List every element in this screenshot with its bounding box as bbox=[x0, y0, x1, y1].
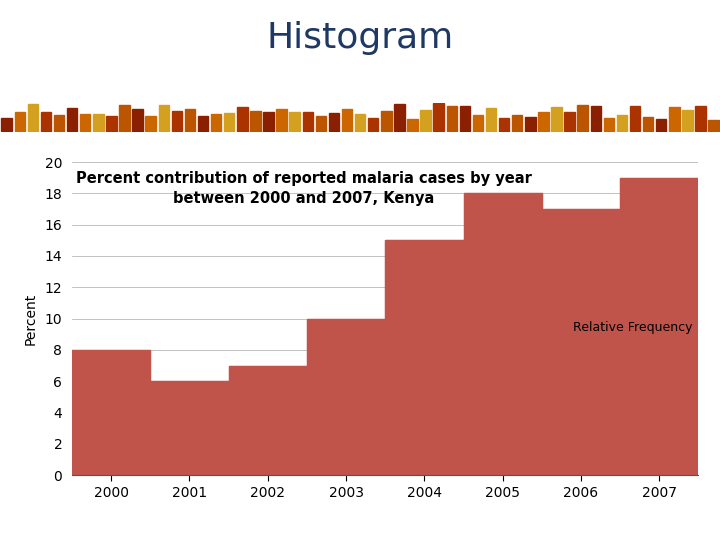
Text: Percent contribution of reported malaria cases by year
between 2000 and 2007, Ke: Percent contribution of reported malaria… bbox=[76, 171, 531, 206]
Bar bbox=[1, 118, 12, 131]
Bar bbox=[27, 104, 38, 132]
Bar bbox=[106, 116, 117, 132]
Bar bbox=[185, 109, 195, 132]
Bar bbox=[486, 107, 496, 132]
Y-axis label: Percent: Percent bbox=[24, 293, 37, 345]
Bar bbox=[433, 103, 444, 131]
Bar bbox=[329, 113, 339, 132]
Bar bbox=[302, 112, 313, 131]
Bar bbox=[682, 110, 693, 131]
Bar bbox=[54, 116, 64, 132]
Bar bbox=[459, 106, 470, 132]
Bar bbox=[538, 112, 549, 131]
Bar bbox=[342, 109, 352, 132]
Bar bbox=[643, 117, 653, 131]
Bar bbox=[14, 112, 25, 131]
Bar bbox=[120, 105, 130, 132]
Bar bbox=[696, 106, 706, 131]
Bar bbox=[446, 106, 457, 132]
Bar bbox=[211, 113, 221, 132]
Bar bbox=[289, 112, 300, 131]
Bar bbox=[394, 104, 405, 131]
Bar bbox=[368, 118, 379, 131]
Bar bbox=[577, 105, 588, 131]
Bar bbox=[525, 117, 536, 132]
Polygon shape bbox=[72, 178, 698, 475]
Bar bbox=[80, 114, 91, 132]
Bar bbox=[224, 113, 235, 131]
Bar bbox=[355, 113, 365, 132]
Bar bbox=[499, 118, 509, 132]
Bar bbox=[67, 108, 77, 131]
Bar bbox=[276, 109, 287, 132]
Bar bbox=[603, 118, 614, 131]
Bar bbox=[171, 111, 182, 131]
Bar bbox=[564, 112, 575, 131]
Bar bbox=[408, 119, 418, 132]
Bar bbox=[590, 106, 601, 131]
Bar bbox=[264, 112, 274, 132]
Text: Histogram: Histogram bbox=[266, 21, 454, 55]
Bar bbox=[669, 106, 680, 132]
Bar bbox=[381, 111, 392, 131]
Bar bbox=[617, 115, 627, 132]
Bar bbox=[473, 114, 483, 132]
Bar bbox=[315, 117, 326, 131]
Bar bbox=[158, 105, 169, 132]
Bar bbox=[132, 109, 143, 131]
Bar bbox=[630, 106, 640, 131]
Bar bbox=[237, 107, 248, 132]
Bar bbox=[198, 116, 208, 132]
Bar bbox=[708, 120, 719, 132]
Bar bbox=[250, 111, 261, 132]
Bar bbox=[552, 106, 562, 132]
Bar bbox=[93, 114, 104, 131]
Bar bbox=[420, 110, 431, 132]
Bar bbox=[512, 114, 523, 132]
Bar bbox=[656, 119, 667, 132]
Bar bbox=[41, 112, 51, 132]
Text: Relative Frequency: Relative Frequency bbox=[572, 321, 692, 334]
Bar bbox=[145, 116, 156, 131]
